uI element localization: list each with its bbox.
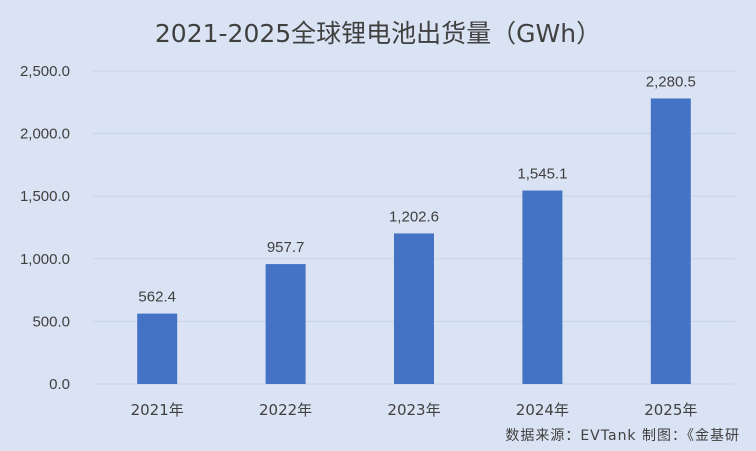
data-label: 562.4 (138, 289, 176, 306)
y-tick-label: 1,500.0 (20, 188, 70, 205)
bar (650, 98, 691, 385)
x-tick-label: 2023年 (387, 401, 440, 419)
y-tick-label: 1,000.0 (20, 251, 70, 268)
y-axis-ticks: 0.0 500.0 1,000.0 1,500.0 2,000.0 2,500.0 (20, 63, 70, 393)
data-label: 2,280.5 (646, 73, 696, 90)
y-tick-label: 500.0 (32, 313, 70, 330)
chart-title: 2021-2025全球锂电池出货量（GWh） (154, 19, 602, 48)
data-labels: 562.4 957.7 1,202.6 1,545.1 2,280.5 (138, 73, 695, 305)
x-axis-ticks: 2021年 2022年 2023年 2024年 2025年 (131, 401, 698, 419)
bars (137, 98, 691, 385)
bar (522, 190, 563, 384)
bar (265, 264, 306, 384)
y-tick-label: 2,000.0 (20, 126, 70, 143)
x-tick-label: 2024年 (516, 401, 569, 419)
data-label: 1,202.6 (389, 208, 439, 225)
bar (394, 233, 434, 384)
x-tick-label: 2022年 (259, 401, 312, 419)
x-tick-label: 2021年 (131, 401, 184, 419)
source-note: 数据来源：EVTank 制图：《金基研 (505, 428, 740, 444)
x-tick-label: 2025年 (644, 401, 697, 419)
data-label: 957.7 (267, 239, 305, 256)
y-tick-label: 0.0 (49, 376, 70, 393)
y-tick-label: 2,500.0 (20, 63, 70, 80)
data-label: 1,545.1 (517, 166, 567, 183)
bar (137, 313, 178, 384)
